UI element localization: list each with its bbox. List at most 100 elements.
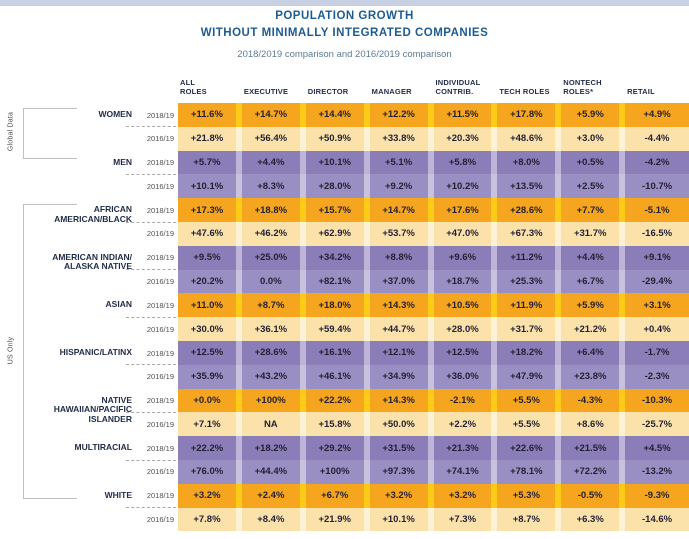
data-cell: +20.3%	[433, 126, 498, 151]
data-cell: +50.9%	[305, 126, 370, 151]
data-cell: -29.4%	[625, 269, 689, 294]
data-row-african-american-black-2018-19: +17.3% +18.8% +15.7% +14.7% +17.6% +28.6% +7.7…	[178, 198, 689, 222]
period-label: 2018/19	[146, 348, 174, 358]
period-label: 2018/19	[146, 110, 174, 120]
column-header: DIRECTOR	[307, 87, 349, 97]
data-cell: +62.9%	[305, 221, 370, 246]
data-cell: +17.3%	[178, 198, 242, 222]
row-label-pair: AFRICAN AMERICAN/BLACK 2018/19 2016/19	[0, 198, 178, 246]
period-label: 2016/19	[146, 467, 174, 477]
column-header: EXECUTIVE	[243, 87, 289, 97]
data-cell: +5.5%	[497, 412, 562, 437]
data-cell: +22.2%	[305, 388, 370, 413]
data-cell: +8.6%	[561, 412, 626, 437]
data-row-american-indian-alaska-native-2018-19: +9.5% +25.0% +34.2% +8.8% +9.6% +11.2% +4.4% +9…	[178, 245, 689, 270]
row-label-pair: ASIAN 2018/19 2016/19	[0, 293, 178, 341]
data-cell: +9.6%	[433, 245, 498, 270]
data-cell: +46.1%	[305, 364, 370, 389]
data-cell: +10.1%	[369, 507, 434, 532]
data-cell: +78.1%	[497, 459, 562, 484]
data-cell: +7.7%	[561, 198, 626, 222]
chart-subtitle: 2018/2019 comparison and 2016/2019 compa…	[237, 49, 452, 60]
data-cell: +50.0%	[369, 412, 434, 437]
data-cell: +100%	[241, 388, 306, 413]
data-cell: +44.7%	[369, 317, 434, 341]
period-divider-dashed-line	[126, 221, 176, 223]
data-cell: +14.3%	[369, 293, 434, 318]
period-label: 2016/19	[146, 372, 174, 382]
data-cell: +18.7%	[433, 269, 498, 294]
data-row-multiracial-2016-19: +76.0% +44.4% +100% +97.3% +74.1% +78.1% +72.2…	[178, 459, 689, 484]
data-cell: -16.5%	[625, 221, 689, 246]
data-cell: +6.3%	[561, 507, 626, 532]
data-cell: +8.4%	[241, 507, 306, 532]
row-group-label: AFRICAN AMERICAN/BLACK	[54, 204, 132, 224]
data-cell: -4.4%	[625, 126, 689, 151]
table-body: +11.6% +14.7% +14.4% +12.2% +11.5% +17.8% +5.9…	[178, 103, 689, 532]
data-cell: +18.0%	[305, 293, 370, 318]
data-row-women-2018-19: +11.6% +14.7% +14.4% +12.2% +11.5% +17.8% +5.9…	[178, 103, 689, 127]
data-cell: +33.8%	[369, 126, 434, 151]
data-cell: 0.0%	[241, 269, 306, 294]
column-header-row: ALL ROLES EXECUTIVE DIRECTOR MANAGER INDIVID…	[178, 66, 689, 100]
data-cell: +16.1%	[305, 340, 370, 365]
chart-title-line1: POPULATION GROWTH	[275, 10, 414, 22]
top-edge-strip	[0, 0, 689, 6]
row-label-pair: MEN 2018/19 2016/19	[0, 151, 178, 199]
data-cell: +12.1%	[369, 340, 434, 365]
data-cell: +11.5%	[433, 103, 498, 127]
data-cell: +12.5%	[433, 340, 498, 365]
period-label: 2016/19	[146, 229, 174, 239]
period-label: 2018/19	[146, 443, 174, 453]
row-group-label: MULTIRACIAL	[74, 442, 132, 453]
data-cell: +47.6%	[178, 221, 242, 246]
data-cell: +76.0%	[178, 459, 242, 484]
data-cell: +13.5%	[497, 174, 562, 199]
data-cell: +56.4%	[241, 126, 306, 151]
row-label-pair: AMERICAN INDIAN/ ALASKA NATIVE 2018/19 201…	[0, 246, 178, 294]
data-cell: +44.4%	[241, 459, 306, 484]
data-cell: +31.7%	[561, 221, 626, 246]
column-header: NONTECH ROLES*	[563, 77, 602, 97]
data-cell: +11.6%	[178, 103, 242, 127]
data-row-american-indian-alaska-native-2016-19: +20.2% 0.0% +82.1% +37.0% +18.7% +25.3% +6.7% -…	[178, 269, 689, 294]
data-cell: +6.7%	[561, 269, 626, 294]
row-group-label: MEN	[113, 156, 132, 167]
data-cell: +28.6%	[497, 198, 562, 222]
data-row-white-2016-19: +7.8% +8.4% +21.9% +10.1% +7.3% +8.7% +6.3% -14…	[178, 507, 689, 532]
data-cell: +8.8%	[369, 245, 434, 270]
data-cell: +15.7%	[305, 198, 370, 222]
row-label-pair: WOMEN 2018/19 2016/19	[0, 103, 178, 151]
column-header: RETAIL	[627, 87, 655, 97]
data-row-women-2016-19: +21.8% +56.4% +50.9% +33.8% +20.3% +48.6% +3.0…	[178, 126, 689, 151]
data-cell: +35.9%	[178, 364, 242, 389]
period-divider-dashed-line	[126, 126, 176, 128]
data-cell: +10.1%	[178, 174, 242, 199]
data-cell: +4.9%	[625, 103, 689, 127]
data-cell: +3.2%	[369, 483, 434, 508]
data-cell: +28.0%	[433, 317, 498, 341]
period-label: 2018/19	[146, 253, 174, 263]
data-cell: +25.3%	[497, 269, 562, 294]
data-cell: +14.3%	[369, 388, 434, 413]
data-cell: +28.0%	[305, 174, 370, 199]
data-cell: +100%	[305, 459, 370, 484]
data-cell: +17.6%	[433, 198, 498, 222]
period-label: 2016/19	[146, 181, 174, 191]
data-cell: +14.7%	[241, 103, 306, 127]
data-row-native-hawaiian-pacific-islander-2016-19: +7.1% NA +15.8% +50.0% +2.2% +5.5% +8.6% -25.7%	[178, 412, 689, 437]
data-cell: +5.7%	[178, 150, 242, 175]
data-cell: +31.7%	[497, 317, 562, 341]
data-cell: +9.1%	[625, 245, 689, 270]
data-cell: -10.7%	[625, 174, 689, 199]
data-cell: +5.1%	[369, 150, 434, 175]
data-cell: +9.2%	[369, 174, 434, 199]
data-cell: +59.4%	[305, 317, 370, 341]
period-label: 2016/19	[146, 324, 174, 334]
data-cell: +5.5%	[497, 388, 562, 413]
data-cell: +2.5%	[561, 174, 626, 199]
data-cell: +21.5%	[561, 436, 626, 460]
data-cell: +5.9%	[561, 293, 626, 318]
data-cell: +30.0%	[178, 317, 242, 341]
